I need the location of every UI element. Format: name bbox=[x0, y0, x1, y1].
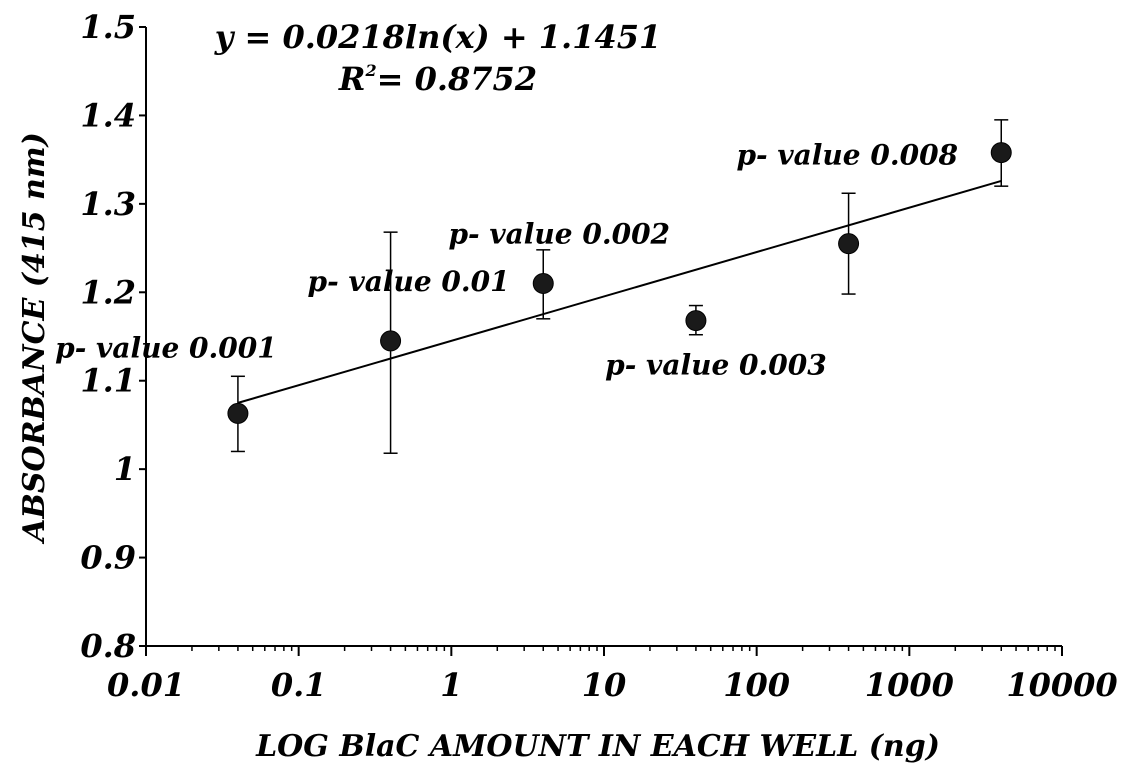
y-axis-title: ABSORBANCE (415 nm) bbox=[17, 132, 52, 545]
x-axis-title: LOG BlaC AMOUNT IN EACH WELL (ng) bbox=[255, 729, 940, 764]
trendline-equation: y = 0.0218ln(x) + 1.1451 bbox=[214, 18, 662, 56]
x-tick-label: 0.01 bbox=[107, 666, 185, 704]
data-point bbox=[838, 233, 860, 255]
data-point bbox=[380, 330, 402, 352]
r-squared-label: R2= 0.8752 bbox=[338, 60, 537, 98]
y-tick-label: 1 bbox=[114, 450, 136, 488]
y-tick-label: 1.4 bbox=[80, 96, 136, 134]
r-squared-superscript: 2 bbox=[365, 61, 377, 80]
x-tick-label: 1 bbox=[440, 666, 462, 704]
y-ticks-group: 0.8 0.9 1 1.1 1.2 1.3 1.4 1.5 bbox=[80, 8, 146, 665]
p-value-annotation: p- value 0.008 bbox=[736, 139, 958, 172]
y-tick-label: 1.2 bbox=[80, 273, 136, 311]
x-tick-label: 1000 bbox=[865, 666, 954, 704]
p-value-annotation: p- value 0.001 bbox=[55, 331, 277, 364]
x-tick-label: 100 bbox=[723, 666, 790, 704]
y-tick-label: 0.8 bbox=[80, 627, 136, 665]
r-squared-value: = 0.8752 bbox=[377, 60, 537, 98]
data-point bbox=[532, 272, 554, 294]
p-value-annotation: p- value 0.003 bbox=[605, 349, 827, 382]
x-tick-label: 10000 bbox=[1006, 666, 1117, 704]
data-points-group bbox=[227, 142, 1012, 424]
p-value-annotation: p- value 0.002 bbox=[448, 217, 670, 250]
y-tick-label: 1.1 bbox=[80, 362, 136, 400]
y-tick-label: 0.9 bbox=[80, 539, 136, 577]
x-ticks-group: 0.01 0.1 1 10 100 1000 10000 bbox=[107, 646, 1118, 704]
y-tick-label: 1.3 bbox=[80, 185, 136, 223]
data-point bbox=[227, 402, 249, 424]
p-value-annotation: p- value 0.01 bbox=[308, 265, 510, 298]
x-tick-label: 10 bbox=[582, 666, 627, 704]
annotations-group: p- value 0.001 p- value 0.01 p- value 0.00… bbox=[55, 139, 958, 382]
r-squared-prefix: R bbox=[338, 60, 366, 98]
data-point bbox=[990, 142, 1012, 164]
y-tick-label: 1.5 bbox=[80, 8, 136, 46]
trendline-group bbox=[237, 179, 1002, 404]
data-point bbox=[685, 310, 707, 332]
trendline bbox=[237, 179, 1002, 404]
x-tick-label: 0.1 bbox=[271, 666, 327, 704]
axes-group bbox=[145, 27, 1062, 647]
